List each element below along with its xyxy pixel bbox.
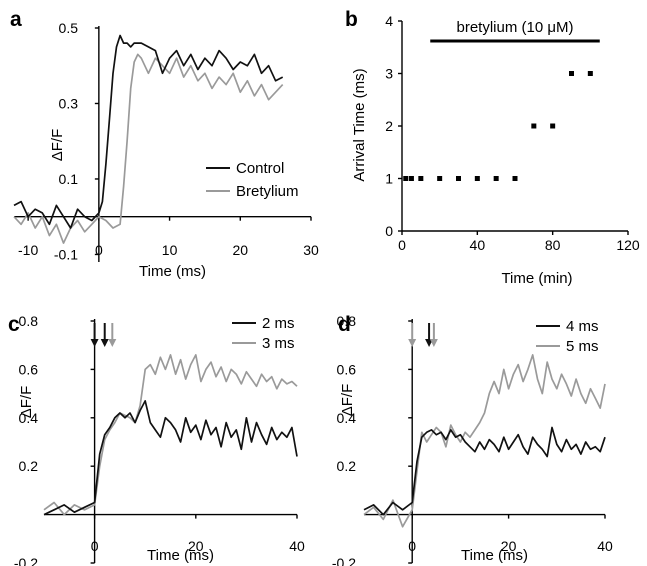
- data-point: [569, 71, 574, 76]
- arrow-head: [408, 339, 417, 347]
- panel-letter: b: [345, 8, 358, 31]
- x-tick-label: 20: [232, 242, 248, 258]
- series-line-bretylium: [13, 53, 284, 244]
- series-line-5-ms: [363, 354, 606, 528]
- data-point: [418, 176, 424, 181]
- data-point: [437, 176, 443, 181]
- y-axis-label: ΔF/F: [339, 384, 356, 417]
- y-tick-label: 4: [385, 13, 393, 29]
- legend-entry: 3 ms: [262, 335, 295, 352]
- legend-entry: Bretylium: [236, 183, 299, 200]
- panel-a: a -10 0 10 20 30 -0.1 0.1 0.3 0.5 Time (ms) ΔF/F Con…: [10, 8, 319, 280]
- legend-entry: 5 ms: [566, 338, 599, 355]
- data-point: [456, 176, 461, 181]
- y-tick-label: 0.4: [337, 410, 357, 426]
- arrow-head: [90, 339, 99, 347]
- data-point: [550, 123, 556, 129]
- panel-letter: a: [10, 8, 22, 31]
- y-tick-label: 0.6: [337, 361, 357, 377]
- arrow-head: [429, 339, 438, 347]
- panel-b: b 0 40 80 120 0 1 2 3 4 Time (min) Arrival Time (ms…: [345, 8, 640, 287]
- legend-entry: Control: [236, 160, 284, 177]
- panel-letter: c: [8, 313, 20, 336]
- x-axis-label: Time (ms): [139, 263, 206, 280]
- panel-letter: d: [338, 313, 351, 336]
- arrow-head: [100, 339, 109, 347]
- x-tick-label: 40: [470, 237, 486, 253]
- y-tick-label: 0.2: [19, 458, 39, 474]
- y-axis-label: ΔF/F: [18, 386, 35, 419]
- data-point: [403, 176, 409, 181]
- y-tick-label: -0.2: [332, 555, 356, 566]
- legend-entry: 4 ms: [566, 318, 599, 335]
- data-point: [474, 176, 480, 181]
- data-point: [512, 176, 518, 181]
- y-tick-label: 1: [385, 171, 393, 187]
- data-point: [587, 71, 593, 76]
- x-tick-label: 0: [408, 538, 416, 554]
- y-tick-label: 0.5: [59, 20, 79, 36]
- y-axis-label: ΔF/F: [49, 129, 66, 162]
- series-line-4-ms: [363, 426, 606, 516]
- y-tick-label: 0.4: [19, 410, 39, 426]
- y-tick-label: 0.8: [19, 313, 39, 329]
- y-tick-label: 3: [385, 66, 393, 82]
- data-point: [531, 123, 537, 129]
- series-line-2-ms: [43, 400, 298, 516]
- y-tick-label: 2: [385, 118, 393, 134]
- x-axis-label: Time (ms): [147, 547, 214, 564]
- data-point: [408, 176, 414, 181]
- x-tick-label: 20: [501, 538, 517, 554]
- panel-d: d 0 20 40 -0.2 0.2 0.4 0.6 0.8 Time (ms) ΔF/F 4 ms 5…: [332, 313, 613, 566]
- x-tick-label: 0: [95, 242, 103, 258]
- y-tick-label: 0.1: [59, 171, 79, 187]
- treatment-label: bretylium (10 μM): [457, 19, 574, 36]
- y-tick-label: 0: [385, 223, 393, 239]
- y-tick-label: 0.3: [59, 95, 79, 111]
- arrow-head: [108, 339, 117, 347]
- x-tick-label: 40: [597, 538, 613, 554]
- y-tick-label: 0.6: [19, 361, 39, 377]
- series-line-3-ms: [43, 354, 298, 516]
- x-tick-label: -10: [18, 242, 38, 258]
- x-tick-label: 0: [91, 538, 99, 554]
- x-tick-label: 20: [188, 538, 204, 554]
- x-axis-label: Time (ms): [461, 547, 528, 564]
- y-tick-label: 0.8: [337, 313, 357, 329]
- x-tick-label: 80: [545, 237, 561, 253]
- data-point: [493, 176, 499, 181]
- x-tick-label: 120: [616, 237, 640, 253]
- legend-entry: 2 ms: [262, 315, 295, 332]
- panel-c: c 0 20 40 -0.2 0.2 0.4 0.6 0.8 Time (ms) ΔF/F 2 ms 3…: [8, 313, 305, 566]
- x-tick-label: 10: [162, 242, 178, 258]
- x-tick-label: 0: [398, 237, 406, 253]
- y-tick-label: 0.2: [337, 458, 357, 474]
- y-axis-label: Arrival Time (ms): [351, 68, 368, 181]
- series-line-control: [13, 34, 284, 229]
- x-axis-label: Time (min): [501, 270, 572, 287]
- x-tick-label: 30: [303, 242, 319, 258]
- y-tick-label: -0.2: [14, 555, 38, 566]
- y-tick-label: -0.1: [54, 246, 78, 262]
- x-tick-label: 40: [289, 538, 305, 554]
